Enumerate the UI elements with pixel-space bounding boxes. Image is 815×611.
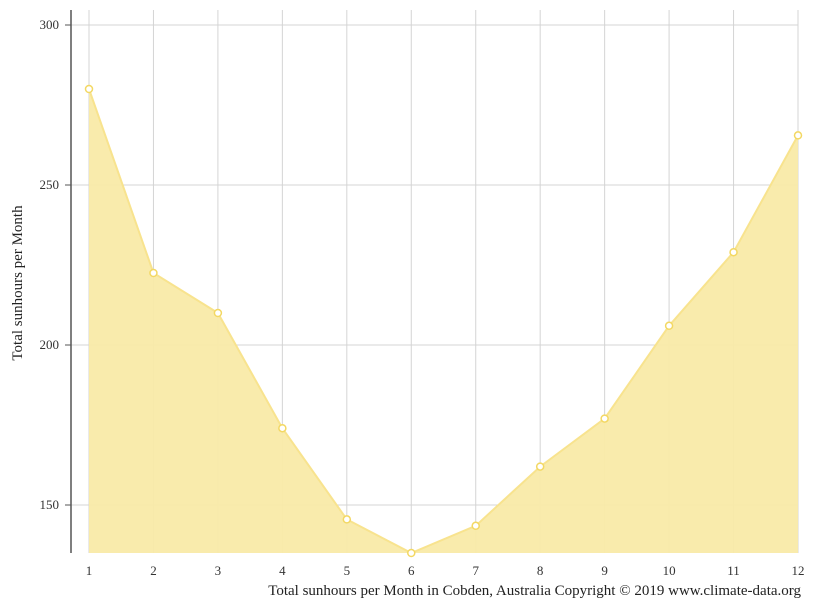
data-point	[793, 131, 803, 140]
x-tick-label: 12	[792, 563, 805, 578]
data-markers	[84, 84, 803, 558]
data-point	[471, 521, 480, 531]
x-tick-label: 4	[279, 563, 286, 578]
y-tick-label: 250	[40, 177, 60, 192]
x-tick-label: 5	[344, 563, 351, 578]
x-tick-label: 10	[663, 563, 676, 578]
data-point	[149, 268, 158, 278]
data-point	[729, 247, 738, 257]
x-tick-label: 7	[472, 563, 479, 578]
data-point	[600, 414, 609, 423]
series-area-fill	[89, 89, 798, 553]
x-tick-label: 8	[537, 563, 544, 578]
x-tick-label: 11	[727, 563, 740, 578]
chart-caption: Total sunhours per Month in Cobden, Aust…	[268, 583, 801, 599]
axes	[65, 10, 72, 553]
y-tick-label: 150	[40, 497, 60, 512]
data-point	[84, 84, 94, 94]
series-line	[88, 88, 799, 555]
x-tick-label: 1	[86, 563, 93, 578]
data-point	[407, 548, 416, 558]
y-tick-label: 300	[40, 17, 60, 32]
data-point	[278, 423, 287, 433]
data-point	[664, 321, 674, 331]
x-tick-label: 2	[150, 563, 157, 578]
x-tick-label: 6	[408, 563, 415, 578]
data-point	[342, 515, 352, 524]
x-tick-label: 3	[215, 563, 222, 578]
y-axis-title: Total sunhours per Month	[10, 205, 26, 361]
data-point	[535, 462, 545, 471]
area-layer	[88, 88, 799, 555]
data-point	[213, 308, 223, 318]
y-tick-label: 200	[40, 337, 60, 352]
x-tick-label: 9	[601, 563, 608, 578]
